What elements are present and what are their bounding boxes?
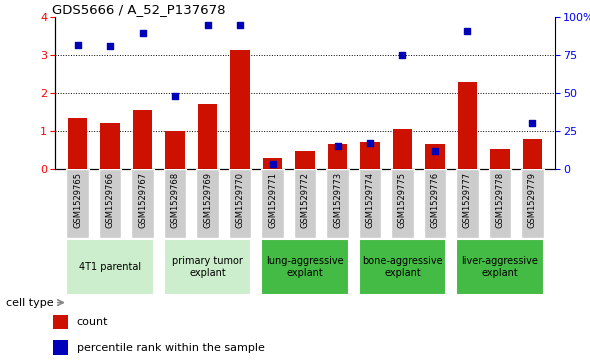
Bar bbox=[458, 82, 477, 169]
FancyBboxPatch shape bbox=[229, 169, 251, 238]
FancyBboxPatch shape bbox=[456, 169, 479, 238]
Point bbox=[398, 52, 407, 58]
Point bbox=[430, 148, 440, 154]
Text: GSM1529779: GSM1529779 bbox=[528, 172, 537, 228]
FancyBboxPatch shape bbox=[196, 169, 219, 238]
FancyBboxPatch shape bbox=[391, 169, 414, 238]
Bar bbox=[393, 129, 412, 169]
Text: GSM1529766: GSM1529766 bbox=[106, 172, 114, 228]
Text: GSM1529765: GSM1529765 bbox=[73, 172, 82, 228]
Bar bbox=[198, 105, 217, 169]
Bar bbox=[490, 149, 510, 169]
FancyBboxPatch shape bbox=[261, 169, 284, 238]
Bar bbox=[53, 340, 68, 355]
Point bbox=[527, 121, 537, 126]
FancyBboxPatch shape bbox=[163, 169, 186, 238]
Point bbox=[106, 43, 115, 49]
Text: liver-aggressive
explant: liver-aggressive explant bbox=[461, 256, 539, 278]
FancyBboxPatch shape bbox=[66, 239, 154, 295]
FancyBboxPatch shape bbox=[456, 239, 544, 295]
FancyBboxPatch shape bbox=[326, 169, 349, 238]
Bar bbox=[230, 50, 250, 169]
Text: GSM1529777: GSM1529777 bbox=[463, 172, 472, 228]
Point bbox=[268, 161, 277, 167]
Bar bbox=[263, 158, 282, 169]
Text: GSM1529774: GSM1529774 bbox=[366, 172, 375, 228]
Text: primary tumor
explant: primary tumor explant bbox=[172, 256, 243, 278]
Text: GSM1529768: GSM1529768 bbox=[171, 172, 179, 228]
Text: GSM1529778: GSM1529778 bbox=[496, 172, 504, 228]
Text: percentile rank within the sample: percentile rank within the sample bbox=[77, 343, 264, 352]
Point bbox=[138, 30, 148, 36]
Text: count: count bbox=[77, 317, 108, 327]
Point bbox=[171, 93, 180, 99]
FancyBboxPatch shape bbox=[424, 169, 447, 238]
Text: GSM1529767: GSM1529767 bbox=[138, 172, 147, 228]
FancyBboxPatch shape bbox=[261, 239, 349, 295]
Text: cell type: cell type bbox=[6, 298, 54, 307]
Point bbox=[333, 143, 342, 149]
FancyBboxPatch shape bbox=[359, 239, 447, 295]
FancyBboxPatch shape bbox=[359, 169, 381, 238]
FancyBboxPatch shape bbox=[294, 169, 316, 238]
Bar bbox=[523, 139, 542, 169]
Point bbox=[203, 22, 212, 28]
Text: GSM1529775: GSM1529775 bbox=[398, 172, 407, 228]
Point bbox=[73, 42, 83, 48]
Text: GSM1529772: GSM1529772 bbox=[300, 172, 310, 228]
FancyBboxPatch shape bbox=[66, 169, 89, 238]
Bar bbox=[328, 144, 348, 169]
Text: GSM1529769: GSM1529769 bbox=[203, 172, 212, 228]
Text: GSM1529771: GSM1529771 bbox=[268, 172, 277, 228]
Text: lung-aggressive
explant: lung-aggressive explant bbox=[266, 256, 344, 278]
Bar bbox=[100, 123, 120, 169]
Point bbox=[235, 22, 245, 28]
Text: GSM1529773: GSM1529773 bbox=[333, 172, 342, 228]
Bar bbox=[360, 142, 380, 169]
FancyBboxPatch shape bbox=[163, 239, 251, 295]
Text: GSM1529776: GSM1529776 bbox=[431, 172, 440, 228]
Point bbox=[463, 28, 472, 34]
Bar bbox=[53, 315, 68, 330]
Bar bbox=[68, 118, 87, 169]
Bar bbox=[133, 110, 152, 169]
Text: GDS5666 / A_52_P137678: GDS5666 / A_52_P137678 bbox=[53, 3, 226, 16]
Point bbox=[365, 140, 375, 146]
Text: GSM1529770: GSM1529770 bbox=[235, 172, 244, 228]
FancyBboxPatch shape bbox=[131, 169, 154, 238]
Bar bbox=[165, 131, 185, 169]
FancyBboxPatch shape bbox=[99, 169, 122, 238]
FancyBboxPatch shape bbox=[521, 169, 544, 238]
Text: bone-aggressive
explant: bone-aggressive explant bbox=[362, 256, 443, 278]
FancyBboxPatch shape bbox=[489, 169, 512, 238]
Text: 4T1 parental: 4T1 parental bbox=[79, 262, 141, 272]
Bar bbox=[295, 151, 315, 169]
Bar bbox=[425, 144, 445, 169]
